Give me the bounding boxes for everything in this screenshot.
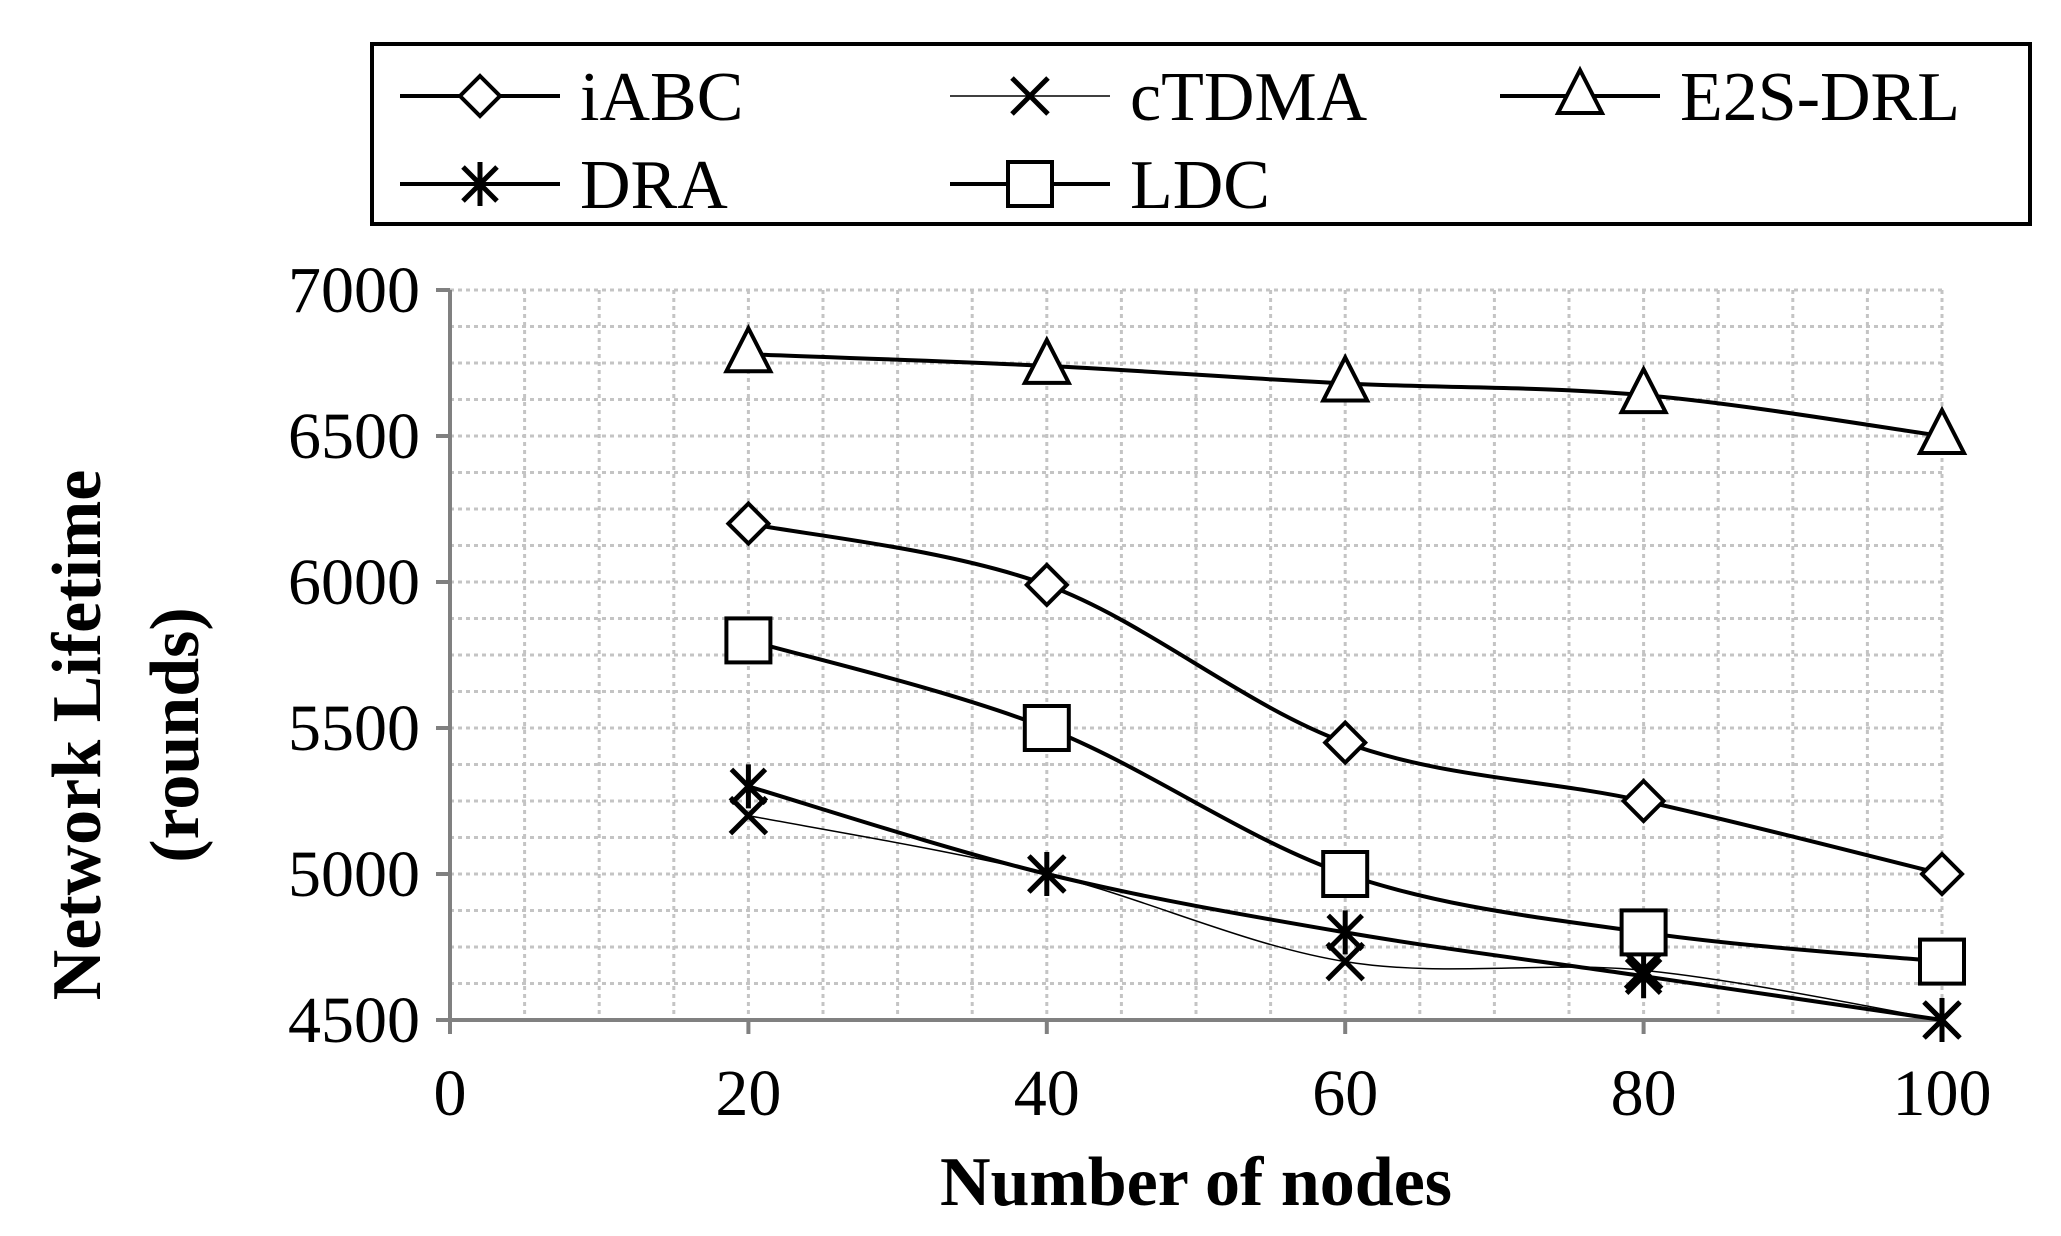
legend-label: cTDMA (1130, 59, 1368, 136)
y-axis-title-line-2: (rounds) (137, 607, 214, 862)
point-marker (457, 73, 503, 119)
point-marker (1322, 719, 1369, 766)
y-tick-label: 4500 (288, 984, 420, 1057)
point-marker (1618, 364, 1669, 415)
point-marker (1006, 160, 1054, 208)
x-tick-label: 20 (715, 1057, 781, 1130)
series-group (723, 323, 1968, 1042)
x-tick-label: 80 (1611, 1057, 1677, 1130)
legend-item-iabc: iABC (400, 59, 743, 136)
y-tick-label: 5000 (288, 838, 420, 911)
point-marker (1022, 704, 1071, 752)
legend-item-ctdma: cTDMA (950, 59, 1368, 136)
point-marker (1325, 941, 1365, 982)
legend-item-dra: DRA (400, 147, 728, 224)
grid-lines (448, 288, 1944, 1022)
axis-titles: Number of nodes Network Lifetime (rounds) (39, 470, 1452, 1221)
series-iabc (725, 500, 1965, 897)
point-marker (1023, 562, 1070, 608)
point-marker (1321, 850, 1370, 898)
point-marker (1619, 908, 1668, 957)
x-tick-label: 40 (1014, 1057, 1080, 1130)
legend-label: DRA (580, 147, 728, 224)
legend: iABC cTDMA E2S-DRL DRA LDC (370, 42, 2032, 226)
point-marker (723, 323, 774, 374)
point-marker (725, 500, 772, 547)
point-marker (1028, 852, 1066, 896)
point-marker (1916, 405, 1968, 455)
point-marker (1624, 954, 1663, 999)
legend-item-ldc: LDC (950, 147, 1270, 224)
legend-label: LDC (1130, 147, 1270, 224)
point-marker (728, 795, 769, 836)
y-tick-label: 7000 (288, 254, 420, 327)
legend-label: E2S-DRL (1680, 59, 1960, 136)
series-e2s-drl (723, 323, 1968, 455)
point-marker (1021, 335, 1073, 385)
x-tick-label: 100 (1893, 1057, 1992, 1130)
point-marker (1919, 851, 1965, 897)
legend-item-e2s-drl: E2S-DRL (1500, 59, 1960, 136)
x-tick-label: 0 (434, 1057, 467, 1130)
x-tick-label: 60 (1312, 1057, 1378, 1130)
series-dra (729, 764, 1961, 1042)
point-marker (724, 616, 773, 665)
point-marker (1918, 937, 1966, 986)
y-tick-label: 5500 (288, 692, 420, 765)
legend-label: iABC (580, 59, 743, 136)
point-marker (461, 162, 499, 206)
point-marker (1554, 65, 1606, 115)
y-axis-title-line-1: Network Lifetime (39, 470, 116, 1001)
series-ldc (724, 616, 1966, 986)
tick-labels: 0 20 40 60 80 100 4500 5000 5500 6000 6500 7000 (288, 254, 1992, 1130)
point-marker (1923, 998, 1961, 1042)
point-marker (1319, 353, 1371, 403)
axes (436, 288, 1944, 1034)
point-marker (1326, 910, 1364, 955)
y-tick-label: 6500 (288, 400, 420, 473)
point-marker (1620, 778, 1667, 824)
legend-box (370, 42, 2032, 226)
point-marker (729, 764, 768, 809)
y-tick-label: 6000 (288, 546, 420, 619)
point-marker (1010, 76, 1050, 116)
y-axis-title: Network Lifetime (rounds) (39, 470, 214, 1001)
x-axis-title: Number of nodes (940, 1144, 1452, 1221)
